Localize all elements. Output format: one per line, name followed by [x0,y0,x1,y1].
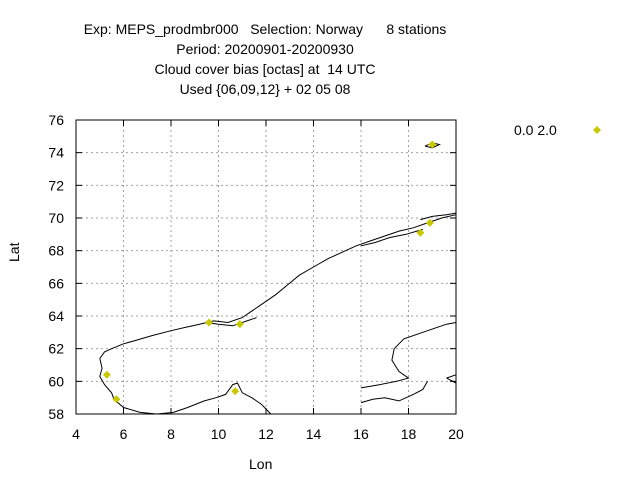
legend-entry-label: 0.0 2.0 [514,122,557,138]
coastline-segment [99,214,457,359]
station-point [416,228,425,237]
x-tick-label: 18 [401,426,417,442]
x-tick-label: 4 [72,426,80,442]
title-line-1: Exp: MEPS_prodmbr000 Selection: Norway 8… [83,21,447,37]
station-point [112,395,121,404]
coastline-segment [360,228,423,247]
station-point [235,320,244,329]
y-tick-label: 62 [48,341,64,357]
coastline-segment [360,381,428,404]
y-tick-label: 64 [48,308,64,324]
x-tick-label: 8 [167,426,175,442]
coastline-segment [420,212,457,221]
y-tick-label: 72 [48,177,64,193]
coastline-segment [360,322,457,389]
y-axis-label: Lat [6,242,22,262]
x-axis-label: Lon [249,456,273,472]
title-line-3: Cloud cover bias [octas] at 14 UTC [154,61,376,77]
x-tick-label: 14 [306,426,322,442]
station-point [205,318,213,327]
title-line-2: Period: 20200901-20200930 [176,41,354,57]
title-line-4: Used {06,09,12} + 02 05 08 [179,81,351,97]
y-tick-label: 68 [48,243,64,259]
y-tick-label: 60 [48,373,64,389]
x-tick-label: 10 [211,426,227,442]
station-point [102,370,111,379]
data-points [102,140,437,404]
y-tick-label: 66 [48,275,64,291]
x-tick-label: 12 [258,426,274,442]
grid-lines [76,120,456,414]
station-point [425,218,434,227]
legend-marker [593,126,601,134]
station-point [231,387,240,396]
y-tick-label: 58 [48,406,64,422]
coastline-segment [99,358,272,415]
coastline-segment [206,317,257,327]
x-tick-label: 16 [353,426,369,442]
y-tick-label: 76 [48,112,64,128]
x-tick-label: 6 [120,426,128,442]
x-tick-label: 20 [448,426,464,442]
y-tick-label: 70 [48,210,64,226]
station-point [428,140,437,149]
y-tick-label: 74 [48,145,64,161]
coastline-map [99,142,457,415]
